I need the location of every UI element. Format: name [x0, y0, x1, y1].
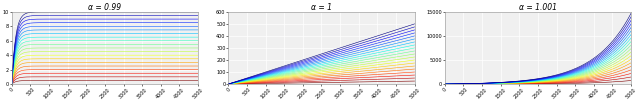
Title: α = 1.001: α = 1.001 — [519, 3, 557, 12]
Title: α = 1: α = 1 — [311, 3, 332, 12]
Title: α = 0.99: α = 0.99 — [88, 3, 122, 12]
